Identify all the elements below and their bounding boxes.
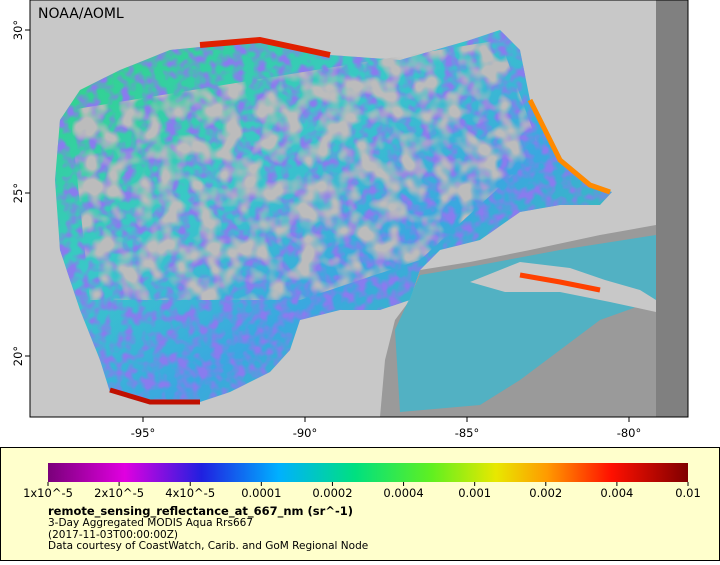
y-tick-label: 25°: [11, 183, 25, 203]
caption-line: (2017-11-03T00:00:00Z): [48, 529, 178, 541]
coastal-mid: [527, 98, 611, 195]
cuba-coast: [519, 272, 601, 293]
coastal-high: [199, 37, 331, 58]
x-tick-label: -95°: [131, 426, 156, 440]
x-tick-label: -90°: [293, 426, 318, 440]
x-tick-label: -80°: [617, 426, 642, 440]
colorbar: [48, 463, 688, 482]
cuba: [470, 262, 656, 312]
map-area: NOAA/AOML: [30, 0, 688, 417]
colorbar-tick-label: 0.0001: [241, 486, 281, 500]
y-tick-label: 30°: [11, 20, 25, 40]
no-data-strip: [656, 0, 688, 417]
map-label: NOAA/AOML: [38, 6, 124, 22]
x-tick-label: -85°: [455, 426, 480, 440]
colorbar-tick-label: 1x10^-5: [23, 486, 73, 500]
colorbar-tick-label: 0.001: [458, 486, 491, 500]
y-tick-label: 20°: [11, 346, 25, 366]
axes: -95° -90° -85° -80° 30° 25° 20°: [11, 20, 641, 440]
colorbar-tick-label: 0.002: [529, 486, 562, 500]
colorbar-tick-label: 0.01: [675, 486, 701, 500]
map-frame: [29, 0, 689, 418]
colorbar-tick-label: 0.0002: [312, 486, 352, 500]
cloud-gaps: [70, 40, 540, 300]
colorbar-tick-label: 2x10^-5: [94, 486, 144, 500]
colorbar-tick-label: 0.0004: [383, 486, 423, 500]
caption-title: remote_sensing_reflectance_at_667_nm (sr…: [48, 504, 353, 519]
coastal-high-south: [109, 387, 200, 405]
colorbar-ticks: 1x10^-5 2x10^-5 4x10^-5 0.0001 0.0002 0.0004 0…: [23, 482, 701, 500]
caption-line: 3-Day Aggregated MODIS Aqua Rrs667: [48, 517, 253, 529]
colorbar-tick-label: 4x10^-5: [165, 486, 215, 500]
caption-line: Data courtesy of CoastWatch, Carib. and …: [48, 540, 368, 552]
colorbar-tick-label: 0.004: [600, 486, 633, 500]
